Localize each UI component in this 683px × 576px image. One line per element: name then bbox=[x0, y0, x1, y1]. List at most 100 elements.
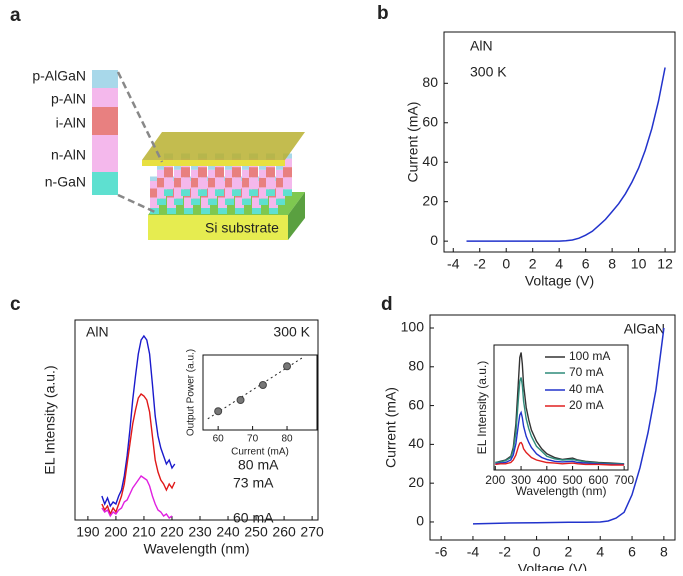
wire-segment bbox=[150, 181, 159, 189]
top-plate-edge bbox=[142, 160, 285, 166]
x-tick-label: 190 bbox=[76, 523, 100, 539]
top-plate bbox=[142, 132, 305, 160]
panel-label: c bbox=[10, 294, 21, 315]
annotation: 300 K bbox=[273, 324, 310, 340]
wire-segment bbox=[269, 197, 278, 208]
x-tick-label: 260 bbox=[272, 523, 296, 539]
y-tick-label: 60 bbox=[408, 396, 424, 412]
wire-segment bbox=[276, 187, 285, 199]
wire-segment bbox=[181, 177, 190, 190]
wire-segment bbox=[235, 197, 244, 208]
x-axis-label: Voltage (V) bbox=[518, 561, 587, 571]
wire-segment bbox=[249, 177, 258, 190]
wire-segment bbox=[150, 176, 159, 181]
panel-label: a bbox=[10, 5, 21, 26]
wire-segment bbox=[242, 169, 251, 178]
data-line bbox=[466, 67, 666, 242]
panel-label: d bbox=[381, 294, 393, 315]
layer-label: p-AlGaN bbox=[32, 68, 86, 84]
plot-frame bbox=[429, 314, 676, 541]
x-tick-label: 600 bbox=[588, 473, 608, 487]
wire-segment bbox=[269, 208, 278, 214]
wire-segment bbox=[198, 189, 207, 196]
wire-segment bbox=[232, 177, 241, 190]
y-tick-label: 20 bbox=[408, 474, 424, 490]
x-tick-label: 0 bbox=[533, 543, 541, 559]
layer-label: p-AlN bbox=[51, 91, 86, 107]
x-tick-label: -4 bbox=[467, 543, 480, 559]
x-tick-label: 2 bbox=[529, 255, 537, 271]
annotation: AlGaN bbox=[624, 321, 665, 337]
wire-segment bbox=[242, 177, 251, 188]
x-tick-label: -6 bbox=[435, 543, 448, 559]
x-axis-label: Current (mA) bbox=[231, 447, 289, 458]
x-tick-label: 10 bbox=[631, 255, 647, 271]
x-tick-label: 200 bbox=[485, 473, 505, 487]
wire-segment bbox=[174, 165, 183, 170]
wire-segment bbox=[191, 198, 200, 205]
wire-segment bbox=[249, 167, 258, 178]
layer bbox=[92, 107, 118, 135]
wire-segment bbox=[218, 197, 227, 208]
wire-segment bbox=[283, 177, 292, 190]
y-tick-label: 0 bbox=[416, 513, 424, 529]
wire-segment bbox=[259, 165, 268, 170]
wire-segment bbox=[174, 169, 183, 178]
x-tick-label: 300 bbox=[511, 473, 531, 487]
x-tick-label: 60 bbox=[213, 434, 225, 445]
wire-segment bbox=[276, 165, 285, 170]
wire-segment bbox=[266, 167, 275, 178]
x-tick-label: 270 bbox=[300, 523, 324, 539]
wire-segment bbox=[191, 177, 200, 188]
x-tick-label: 80 bbox=[281, 434, 293, 445]
y-tick-label: 60 bbox=[422, 113, 438, 129]
y-tick-label: 80 bbox=[408, 357, 424, 373]
substrate-side bbox=[288, 192, 305, 240]
wire-segment bbox=[157, 177, 166, 188]
wire-segment bbox=[225, 177, 234, 188]
data-point bbox=[214, 407, 223, 416]
y-tick-label: 20 bbox=[422, 192, 438, 208]
layer bbox=[92, 70, 118, 88]
x-tick-label: 700 bbox=[614, 473, 634, 487]
wire-segment bbox=[259, 177, 268, 188]
layer-label: i-AlN bbox=[56, 115, 86, 131]
layer bbox=[92, 135, 118, 172]
y-tick-label: 80 bbox=[422, 74, 438, 90]
series-line bbox=[495, 441, 625, 466]
wire-segment bbox=[283, 158, 292, 168]
wire-segment bbox=[252, 208, 261, 214]
substrate-label: Si substrate bbox=[205, 220, 279, 236]
wire-segment bbox=[201, 197, 210, 208]
data-line bbox=[472, 327, 665, 525]
wire-segment bbox=[225, 187, 234, 199]
x-tick-label: 220 bbox=[160, 523, 184, 539]
wire-segment bbox=[225, 165, 234, 170]
x-tick-label: -2 bbox=[499, 543, 512, 559]
wire-segment bbox=[208, 177, 217, 188]
annotation: 300 K bbox=[470, 64, 507, 80]
wire-segment bbox=[198, 167, 207, 178]
layer bbox=[92, 172, 118, 195]
wire-segment bbox=[232, 189, 241, 196]
wire-segment bbox=[259, 169, 268, 178]
y-tick-label: 0 bbox=[430, 232, 438, 248]
wire-segment bbox=[167, 197, 176, 208]
panel-a: a p-AlGaN p-AlN i-AlN n-AlN n-GaN Si sub… bbox=[10, 5, 305, 240]
wire-segment bbox=[249, 189, 258, 196]
wire-segment bbox=[167, 208, 176, 214]
wire-segment bbox=[215, 177, 224, 190]
wire-segment bbox=[218, 208, 227, 214]
plot-frame bbox=[202, 354, 318, 431]
annotation: AlN bbox=[470, 38, 493, 54]
wire-segment bbox=[174, 177, 183, 188]
x-tick-label: 200 bbox=[104, 523, 128, 539]
wire-segment bbox=[242, 187, 251, 199]
x-tick-label: 12 bbox=[657, 255, 673, 271]
wire-segment bbox=[208, 165, 217, 170]
wire-segment bbox=[276, 177, 285, 188]
x-tick-label: 8 bbox=[660, 543, 668, 559]
wire-segment bbox=[191, 169, 200, 178]
x-tick-label: 70 bbox=[247, 434, 259, 445]
wire-segment bbox=[215, 189, 224, 196]
